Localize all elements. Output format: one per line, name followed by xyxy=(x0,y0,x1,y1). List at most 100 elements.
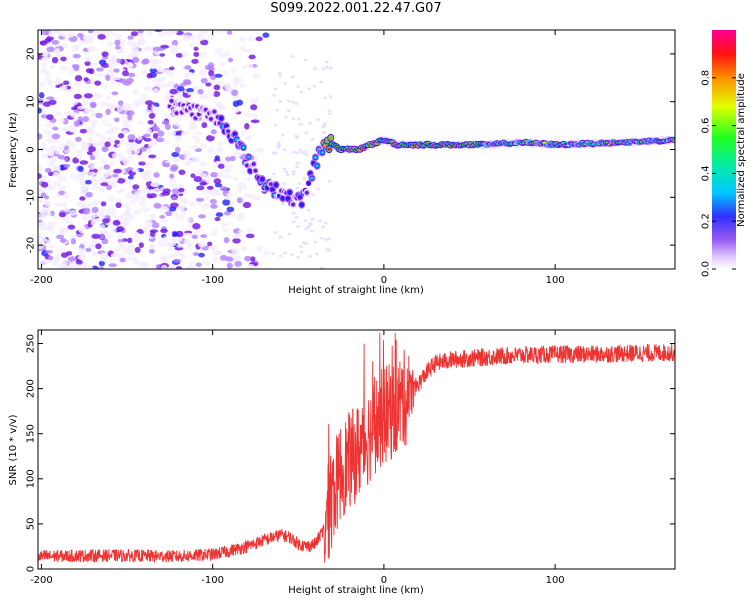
noise-blob xyxy=(125,256,134,261)
noise-blob xyxy=(122,123,131,129)
ridge-core xyxy=(174,111,179,115)
noise-blob xyxy=(79,128,88,134)
noise-blob xyxy=(120,222,129,228)
noise-blob xyxy=(200,181,207,186)
noise-blob xyxy=(296,256,300,259)
noise-blob xyxy=(152,88,159,95)
noise-blob xyxy=(291,100,295,104)
noise-blob xyxy=(167,247,173,252)
noise-blob xyxy=(57,154,66,160)
noise-blob xyxy=(272,172,276,176)
colorbar-ticks: 0.0 0.2 0.4 0.6 0.8 xyxy=(701,70,736,277)
noise-blob xyxy=(56,234,65,240)
colorbar-tick-label: 0.0 xyxy=(701,261,712,277)
snr-panel: -200 -100 0 100 0 50 100 150 200 250 Height of st… xyxy=(8,329,676,596)
noise-blob xyxy=(136,135,143,141)
noise-blob xyxy=(113,168,122,174)
noise-blob xyxy=(175,52,184,58)
noise-blob xyxy=(138,120,144,125)
noise-blob xyxy=(59,227,66,234)
noise-blob xyxy=(113,68,120,73)
noise-blob xyxy=(95,67,104,72)
noise-blob xyxy=(104,130,114,135)
noise-blob xyxy=(232,81,240,87)
noise-blob xyxy=(44,37,52,43)
noise-blob xyxy=(122,70,129,77)
noise-blob xyxy=(71,106,78,111)
noise-blob xyxy=(161,191,171,196)
noise-blob xyxy=(158,240,165,247)
noise-blob xyxy=(226,163,233,170)
noise-blob xyxy=(192,85,198,91)
noise-blob xyxy=(168,206,177,212)
noise-blob xyxy=(109,80,118,84)
noise-blob xyxy=(159,77,166,82)
noise-blob xyxy=(106,123,113,127)
colorbar-gradient xyxy=(712,30,736,269)
noise-blob xyxy=(299,250,304,254)
noise-blob xyxy=(310,217,315,221)
noise-blob xyxy=(278,254,283,258)
noise-blob xyxy=(222,199,231,206)
noise-blob xyxy=(149,59,158,64)
noise-blob xyxy=(38,198,44,203)
noise-blob xyxy=(227,57,234,63)
noise-blob xyxy=(169,66,175,71)
noise-blob xyxy=(163,162,171,168)
noise-blob xyxy=(169,166,178,172)
noise-blob xyxy=(108,61,116,68)
noise-blob xyxy=(244,112,253,117)
noise-blob xyxy=(148,112,156,119)
y-tick-label: 150 xyxy=(26,424,37,443)
noise-blob xyxy=(59,65,69,71)
noise-blob xyxy=(130,47,139,53)
spectrogram-ridge xyxy=(166,96,675,209)
noise-blob xyxy=(102,172,110,178)
noise-blob xyxy=(186,217,195,224)
noise-blob xyxy=(49,145,58,152)
colorbar: 0.0 0.2 0.4 0.6 0.8 Normalized spectral ampl… xyxy=(701,30,747,277)
noise-blob xyxy=(143,86,153,92)
noise-blob xyxy=(216,146,224,153)
noise-blob xyxy=(106,234,113,240)
noise-blob xyxy=(290,253,294,256)
ridge-core xyxy=(229,138,234,142)
noise-blob xyxy=(229,200,235,206)
noise-blob xyxy=(204,64,214,71)
noise-blob xyxy=(41,56,50,62)
noise-blob xyxy=(171,183,179,189)
noise-blob xyxy=(207,146,215,153)
noise-blob xyxy=(127,134,136,141)
spectrogram-ylabel: Frequency (Hz) xyxy=(8,112,19,188)
noise-blob xyxy=(319,80,324,84)
noise-blob xyxy=(167,254,176,259)
noise-blob xyxy=(95,112,103,119)
noise-blob xyxy=(134,236,142,243)
noise-blob xyxy=(310,229,314,233)
noise-blob xyxy=(232,237,241,244)
noise-blob xyxy=(286,99,291,103)
noise-blob xyxy=(214,48,223,54)
noise-blob xyxy=(107,169,115,176)
noise-blob xyxy=(262,32,270,38)
noise-blob xyxy=(144,170,152,177)
noise-blob xyxy=(46,245,55,249)
noise-blob xyxy=(45,249,53,254)
noise-blob xyxy=(133,148,141,155)
noise-blob xyxy=(146,73,153,79)
noise-blob xyxy=(46,149,55,157)
noise-blob xyxy=(256,245,263,252)
noise-blob xyxy=(238,229,244,234)
noise-blob xyxy=(99,208,108,213)
noise-blob xyxy=(53,180,62,188)
noise-blob xyxy=(273,87,278,91)
colorbar-tick-label: 0.6 xyxy=(701,118,712,134)
noise-blob xyxy=(116,49,125,54)
noise-blob xyxy=(191,58,199,65)
noise-blob xyxy=(302,176,306,180)
noise-blob xyxy=(59,238,67,243)
noise-blob xyxy=(233,107,240,113)
noise-blob xyxy=(188,42,195,48)
noise-blob xyxy=(77,116,84,123)
noise-blob xyxy=(65,139,73,145)
